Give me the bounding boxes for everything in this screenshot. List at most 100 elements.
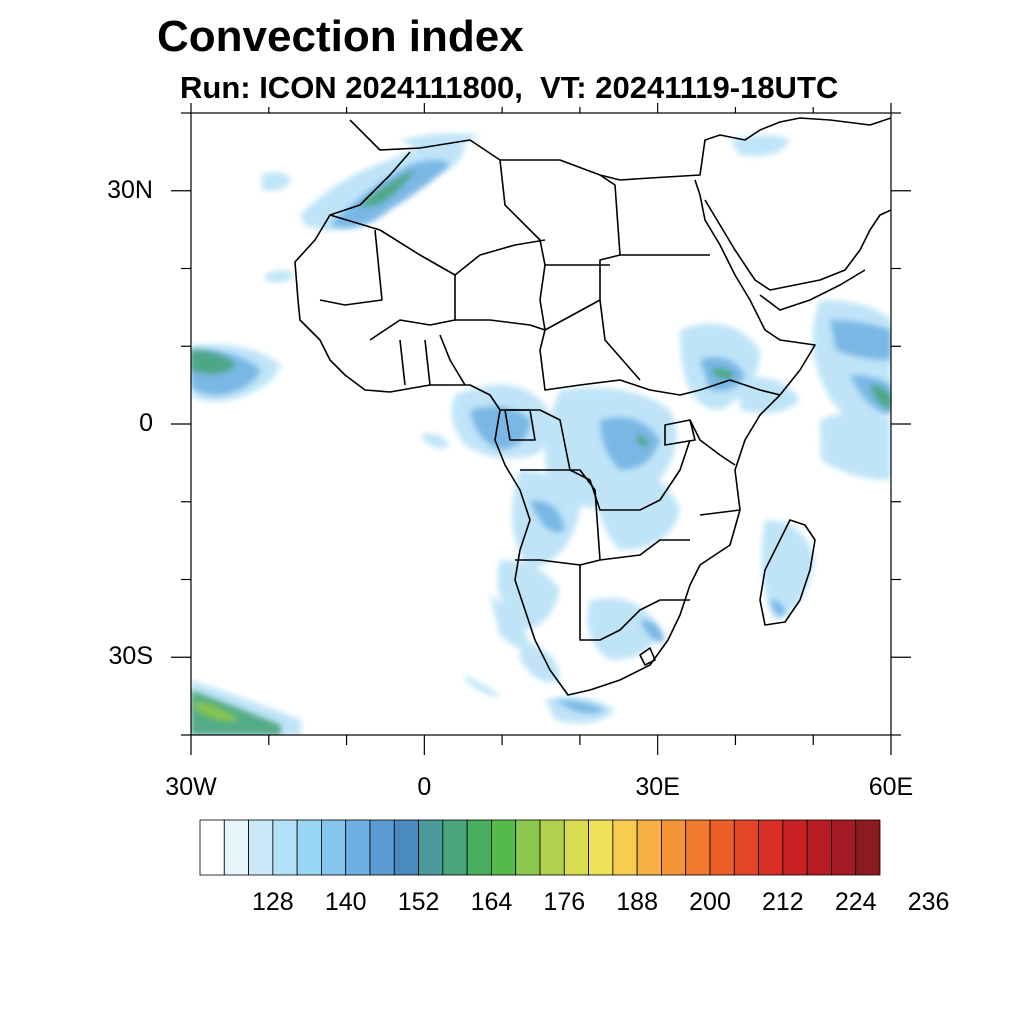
- coastline: [704, 199, 891, 291]
- field-area: [600, 417, 660, 470]
- lon-tick-label: 30W: [165, 773, 217, 801]
- colorbar-tick-label: 140: [324, 888, 367, 916]
- field-area: [770, 600, 785, 616]
- colorbar-swatch: [855, 819, 881, 876]
- colorbar-swatch: [418, 819, 444, 876]
- field-area: [520, 640, 560, 683]
- field-area: [710, 368, 735, 379]
- field-area: [490, 595, 530, 649]
- colorbar-swatch: [612, 819, 638, 876]
- field-area: [191, 350, 236, 374]
- coastline: [759, 269, 866, 311]
- border: [455, 319, 546, 331]
- colorbar-tick-label: 176: [543, 888, 586, 916]
- border: [599, 539, 690, 561]
- colorbar-tick-label: 200: [689, 888, 731, 916]
- colorbar-swatch: [272, 819, 298, 876]
- country-borders: [294, 117, 891, 696]
- colorbar-swatch: [709, 819, 735, 876]
- lon-tick-label: 60E: [868, 773, 914, 801]
- field-area: [360, 170, 415, 207]
- colorbar-swatch: [345, 819, 371, 876]
- lat-tick-label: 30N: [107, 175, 153, 204]
- lat-tick-label: 30S: [108, 642, 153, 671]
- field-area: [850, 375, 891, 415]
- field-area: [191, 690, 281, 735]
- border: [599, 174, 641, 381]
- colorbar-swatch: [248, 819, 274, 876]
- coastline: [349, 117, 891, 181]
- border: [664, 419, 696, 446]
- colorbar-swatch: [782, 819, 808, 876]
- colorbar-tick-label: 152: [397, 888, 440, 916]
- colorbar-tick-label: 164: [470, 888, 513, 916]
- colorbar-swatch: [321, 819, 347, 876]
- colorbar-swatch: [466, 819, 492, 876]
- field-area: [265, 270, 295, 283]
- colorbar-swatch: [393, 819, 419, 876]
- colorbar-tick-label: 212: [761, 888, 804, 916]
- field-area: [400, 133, 480, 150]
- colorbar-tick-label: 224: [834, 888, 877, 916]
- colorbar-swatch: [296, 819, 322, 876]
- border: [539, 349, 701, 396]
- field-area: [195, 700, 240, 722]
- colorbar-tick-label: 236: [907, 888, 950, 916]
- colorbar-swatch: [636, 819, 662, 876]
- colorbar-tick-label: 128: [251, 888, 294, 916]
- colorbar-swatch: [685, 819, 711, 876]
- lon-tick-label: 0: [417, 773, 432, 801]
- border: [699, 509, 741, 516]
- colorbar-swatch: [661, 819, 687, 876]
- field-area: [262, 171, 292, 191]
- field-area: [555, 700, 605, 714]
- field-area: [465, 675, 500, 696]
- coastline: [294, 151, 816, 696]
- colorbar-swatch: [563, 819, 589, 876]
- field-area: [497, 560, 560, 630]
- colorbar-swatch: [369, 819, 395, 876]
- field-area: [870, 385, 891, 410]
- colorbar-swatch: [491, 819, 517, 876]
- field-area: [740, 377, 800, 414]
- field-area: [470, 406, 530, 450]
- field-area: [597, 468, 680, 550]
- colorbar-swatch: [831, 819, 857, 876]
- border: [639, 647, 656, 666]
- colorbar-swatch: [223, 819, 249, 876]
- colorbar-tick-label: 188: [616, 888, 658, 916]
- colorbar-swatch: [199, 819, 225, 876]
- colorbar-swatch: [442, 819, 468, 876]
- field-area: [587, 598, 660, 660]
- border: [579, 565, 690, 641]
- border: [439, 334, 466, 386]
- border: [319, 229, 383, 306]
- colorbar-swatch: [539, 819, 565, 876]
- lon-tick-label: 30E: [635, 773, 680, 801]
- border: [369, 275, 456, 341]
- colorbar-swatch: [758, 819, 784, 876]
- field-area: [830, 320, 891, 360]
- lat-tick-label: 0: [139, 409, 153, 437]
- madagascar: [759, 519, 816, 626]
- colorbar-swatch: [733, 819, 759, 876]
- chart-title: Convection index: [157, 12, 524, 61]
- border: [699, 379, 781, 396]
- border: [689, 419, 736, 466]
- border: [399, 339, 431, 386]
- border: [544, 299, 601, 331]
- field-area: [420, 433, 450, 449]
- colorbar-swatch: [588, 819, 614, 876]
- colorbar-swatch: [515, 819, 541, 876]
- field-area: [640, 620, 665, 643]
- field-area: [636, 435, 648, 447]
- border: [504, 409, 536, 441]
- field-area: [530, 500, 565, 532]
- axis-ticks: [171, 103, 911, 755]
- field-area: [820, 410, 891, 480]
- colorbar-swatch: [806, 819, 832, 876]
- convection-field: [191, 133, 891, 735]
- chart-subtitle: Run: ICON 2024111800, VT: 20241119-18UTC: [180, 70, 839, 105]
